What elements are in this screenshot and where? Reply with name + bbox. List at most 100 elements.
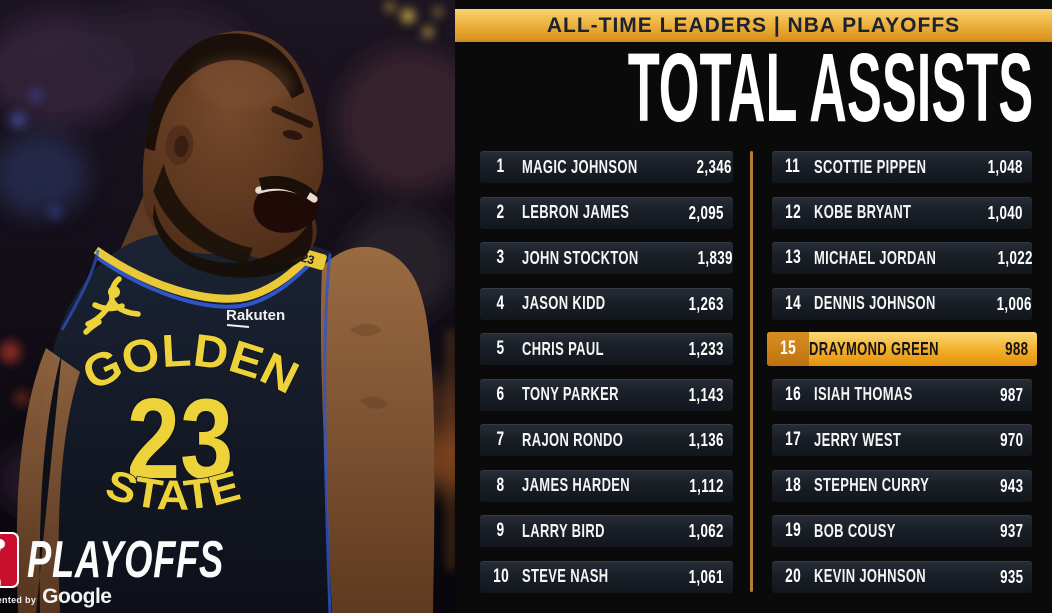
- leaderboard-row: 14 DENNIS JOHNSON 1,006: [772, 287, 1032, 320]
- rank-cell: 18: [785, 474, 801, 496]
- assists-value-cell: 1,061: [688, 565, 724, 587]
- crowd-lights: [0, 2, 442, 406]
- column-divider: [750, 151, 753, 592]
- leaderboard-panel: ALL-TIME LEADERS | NBA PLAYOFFS TOTAL AS…: [455, 0, 1052, 613]
- jumpman-icon: [83, 276, 141, 335]
- jersey-left-edge: [36, 352, 62, 613]
- rank-cell: 2: [497, 201, 505, 223]
- page-title: TOTAL ASSISTS: [455, 33, 1052, 142]
- assists-value-cell: 937: [999, 520, 1023, 541]
- assists-value-cell: 1,112: [689, 474, 724, 496]
- jersey-armhole-trim: [323, 253, 332, 613]
- assists-value-cell: 1,233: [688, 338, 724, 359]
- rank-cell: 15: [767, 332, 809, 366]
- presented-by-row: Presented by Google: [0, 585, 112, 609]
- page-title-text: TOTAL ASSISTS: [627, 33, 1034, 142]
- rank-cell: 1: [497, 156, 505, 177]
- rank-cell: 9: [497, 520, 505, 541]
- leaderboard-row: 15 DRAYMOND GREEN 988: [767, 332, 1037, 366]
- rank-cell: 5: [497, 338, 505, 359]
- assists-value-cell: 1,263: [688, 292, 724, 314]
- leaderboard-row: 10 STEVE NASH 1,061: [480, 560, 733, 593]
- assists-value-cell: 970: [999, 429, 1023, 450]
- assists-value-cell: 1,022: [997, 247, 1033, 268]
- rank-cell: 6: [497, 383, 505, 405]
- rank-cell: 13: [785, 247, 801, 268]
- player-name-cell: LARRY BIRD: [522, 520, 605, 541]
- player-photo: 23 Rakuten GOLDEN 23 STATE: [0, 0, 455, 613]
- leaderboard-row: 9 LARRY BIRD 1,062: [480, 515, 733, 547]
- rank-cell: 11: [785, 156, 801, 177]
- leaderboard-row: 3 JOHN STOCKTON 1,839: [480, 242, 733, 274]
- rank-cell: 14: [785, 292, 801, 314]
- player-name-cell: TONY PARKER: [522, 384, 619, 404]
- player-name-cell: CHRIS PAUL: [522, 338, 604, 359]
- leaderboard-row: 7 RAJON RONDO 1,136: [480, 424, 733, 456]
- assists-value-cell: 943: [999, 474, 1023, 496]
- rank-cell: 12: [785, 201, 801, 223]
- rank-cell: 17: [785, 429, 801, 450]
- player-name-cell: SCOTTIE PIPPEN: [814, 156, 927, 177]
- arena-right-glow: [447, 330, 455, 570]
- jersey-collar-yellow-trim: [93, 246, 315, 303]
- player-name-cell: JAMES HARDEN: [522, 475, 631, 495]
- assists-value-cell: 988: [1004, 338, 1028, 359]
- presented-by-label: Presented by: [0, 595, 37, 605]
- player-photo-art: 23 Rakuten GOLDEN 23 STATE: [0, 0, 455, 613]
- assists-value-cell: 987: [999, 383, 1023, 405]
- playoffs-wordmark: PLAYOFFS: [27, 531, 225, 589]
- arm-tattoos: [350, 324, 388, 409]
- assists-value-cell: 1,143: [688, 383, 724, 405]
- player-name-cell: MAGIC JOHNSON: [522, 156, 638, 177]
- assists-value-cell: 2,095: [688, 201, 724, 223]
- player-name-cell: DENNIS JOHNSON: [814, 293, 936, 313]
- player-name-cell: RAJON RONDO: [522, 429, 624, 450]
- assists-value-cell: 1,839: [697, 247, 733, 268]
- leaderboard-row: 1 MAGIC JOHNSON 2,346: [480, 151, 733, 183]
- rank-cell: 16: [785, 383, 801, 405]
- player-name-cell: JERRY WEST: [814, 429, 902, 450]
- assists-value-cell: 1,006: [996, 292, 1032, 314]
- jersey-sponsor-text: Rakuten: [226, 307, 285, 324]
- leaderboard-column-left: 1 MAGIC JOHNSON 2,346 2 LEBRON JAMES 2,0…: [480, 151, 733, 606]
- assists-value-cell: 1,136: [688, 429, 724, 450]
- leaderboard-row: 13 MICHAEL JORDAN 1,022: [772, 242, 1032, 274]
- leaderboard-row: 18 STEPHEN CURRY 943: [772, 469, 1032, 502]
- assists-value-cell: 935: [999, 565, 1023, 587]
- jersey-sponsor: Rakuten: [226, 307, 285, 328]
- player-name-cell: ISIAH THOMAS: [814, 384, 913, 404]
- player-name-cell: DRAYMOND GREEN: [809, 338, 939, 359]
- player-head: [142, 31, 324, 278]
- nba-logo: [0, 532, 19, 588]
- assists-value-cell: 1,040: [987, 201, 1023, 223]
- leaderboard-row: 2 LEBRON JAMES 2,095: [480, 196, 733, 229]
- assists-value-cell: 2,346: [696, 156, 732, 177]
- player-jersey: [35, 233, 333, 613]
- player-name-cell: LEBRON JAMES: [522, 202, 630, 222]
- rank-cell: 8: [497, 474, 505, 496]
- player-name-cell: JOHN STOCKTON: [522, 247, 639, 268]
- player-name-cell: STEVE NASH: [522, 566, 609, 586]
- jersey-number: 23: [127, 376, 234, 503]
- assists-value-cell: 1,062: [688, 520, 724, 541]
- jersey-armhole-trim-left: [60, 249, 100, 331]
- leaderboard-row: 20 KEVIN JOHNSON 935: [772, 560, 1032, 593]
- player-name-cell: BOB COUSY: [814, 520, 896, 541]
- rank-cell: 4: [497, 292, 505, 314]
- assists-value-cell: 1,048: [987, 156, 1023, 177]
- leaderboard-column-right: 11 SCOTTIE PIPPEN 1,048 12 KOBE BRYANT 1…: [767, 151, 1037, 606]
- rank-cell: 19: [785, 520, 801, 541]
- leaderboard-row: 19 BOB COUSY 937: [772, 515, 1032, 547]
- sponsor-underline: [226, 324, 250, 328]
- rank-cell: 20: [785, 565, 801, 587]
- banner: ALL-TIME LEADERS | NBA PLAYOFFS: [455, 9, 1052, 42]
- nba-playoffs-lockup: PLAYOFFS: [0, 531, 308, 589]
- player-right-arm: [320, 246, 435, 613]
- leaderboard-row: 6 TONY PARKER 1,143: [480, 378, 733, 411]
- rank-cell: 3: [497, 247, 505, 268]
- rank-cell: 10: [493, 565, 509, 587]
- leaderboard-row: 12 KOBE BRYANT 1,040: [772, 196, 1032, 229]
- leaderboard-row: 16 ISIAH THOMAS 987: [772, 378, 1032, 411]
- leaderboard-row: 4 JASON KIDD 1,263: [480, 287, 733, 320]
